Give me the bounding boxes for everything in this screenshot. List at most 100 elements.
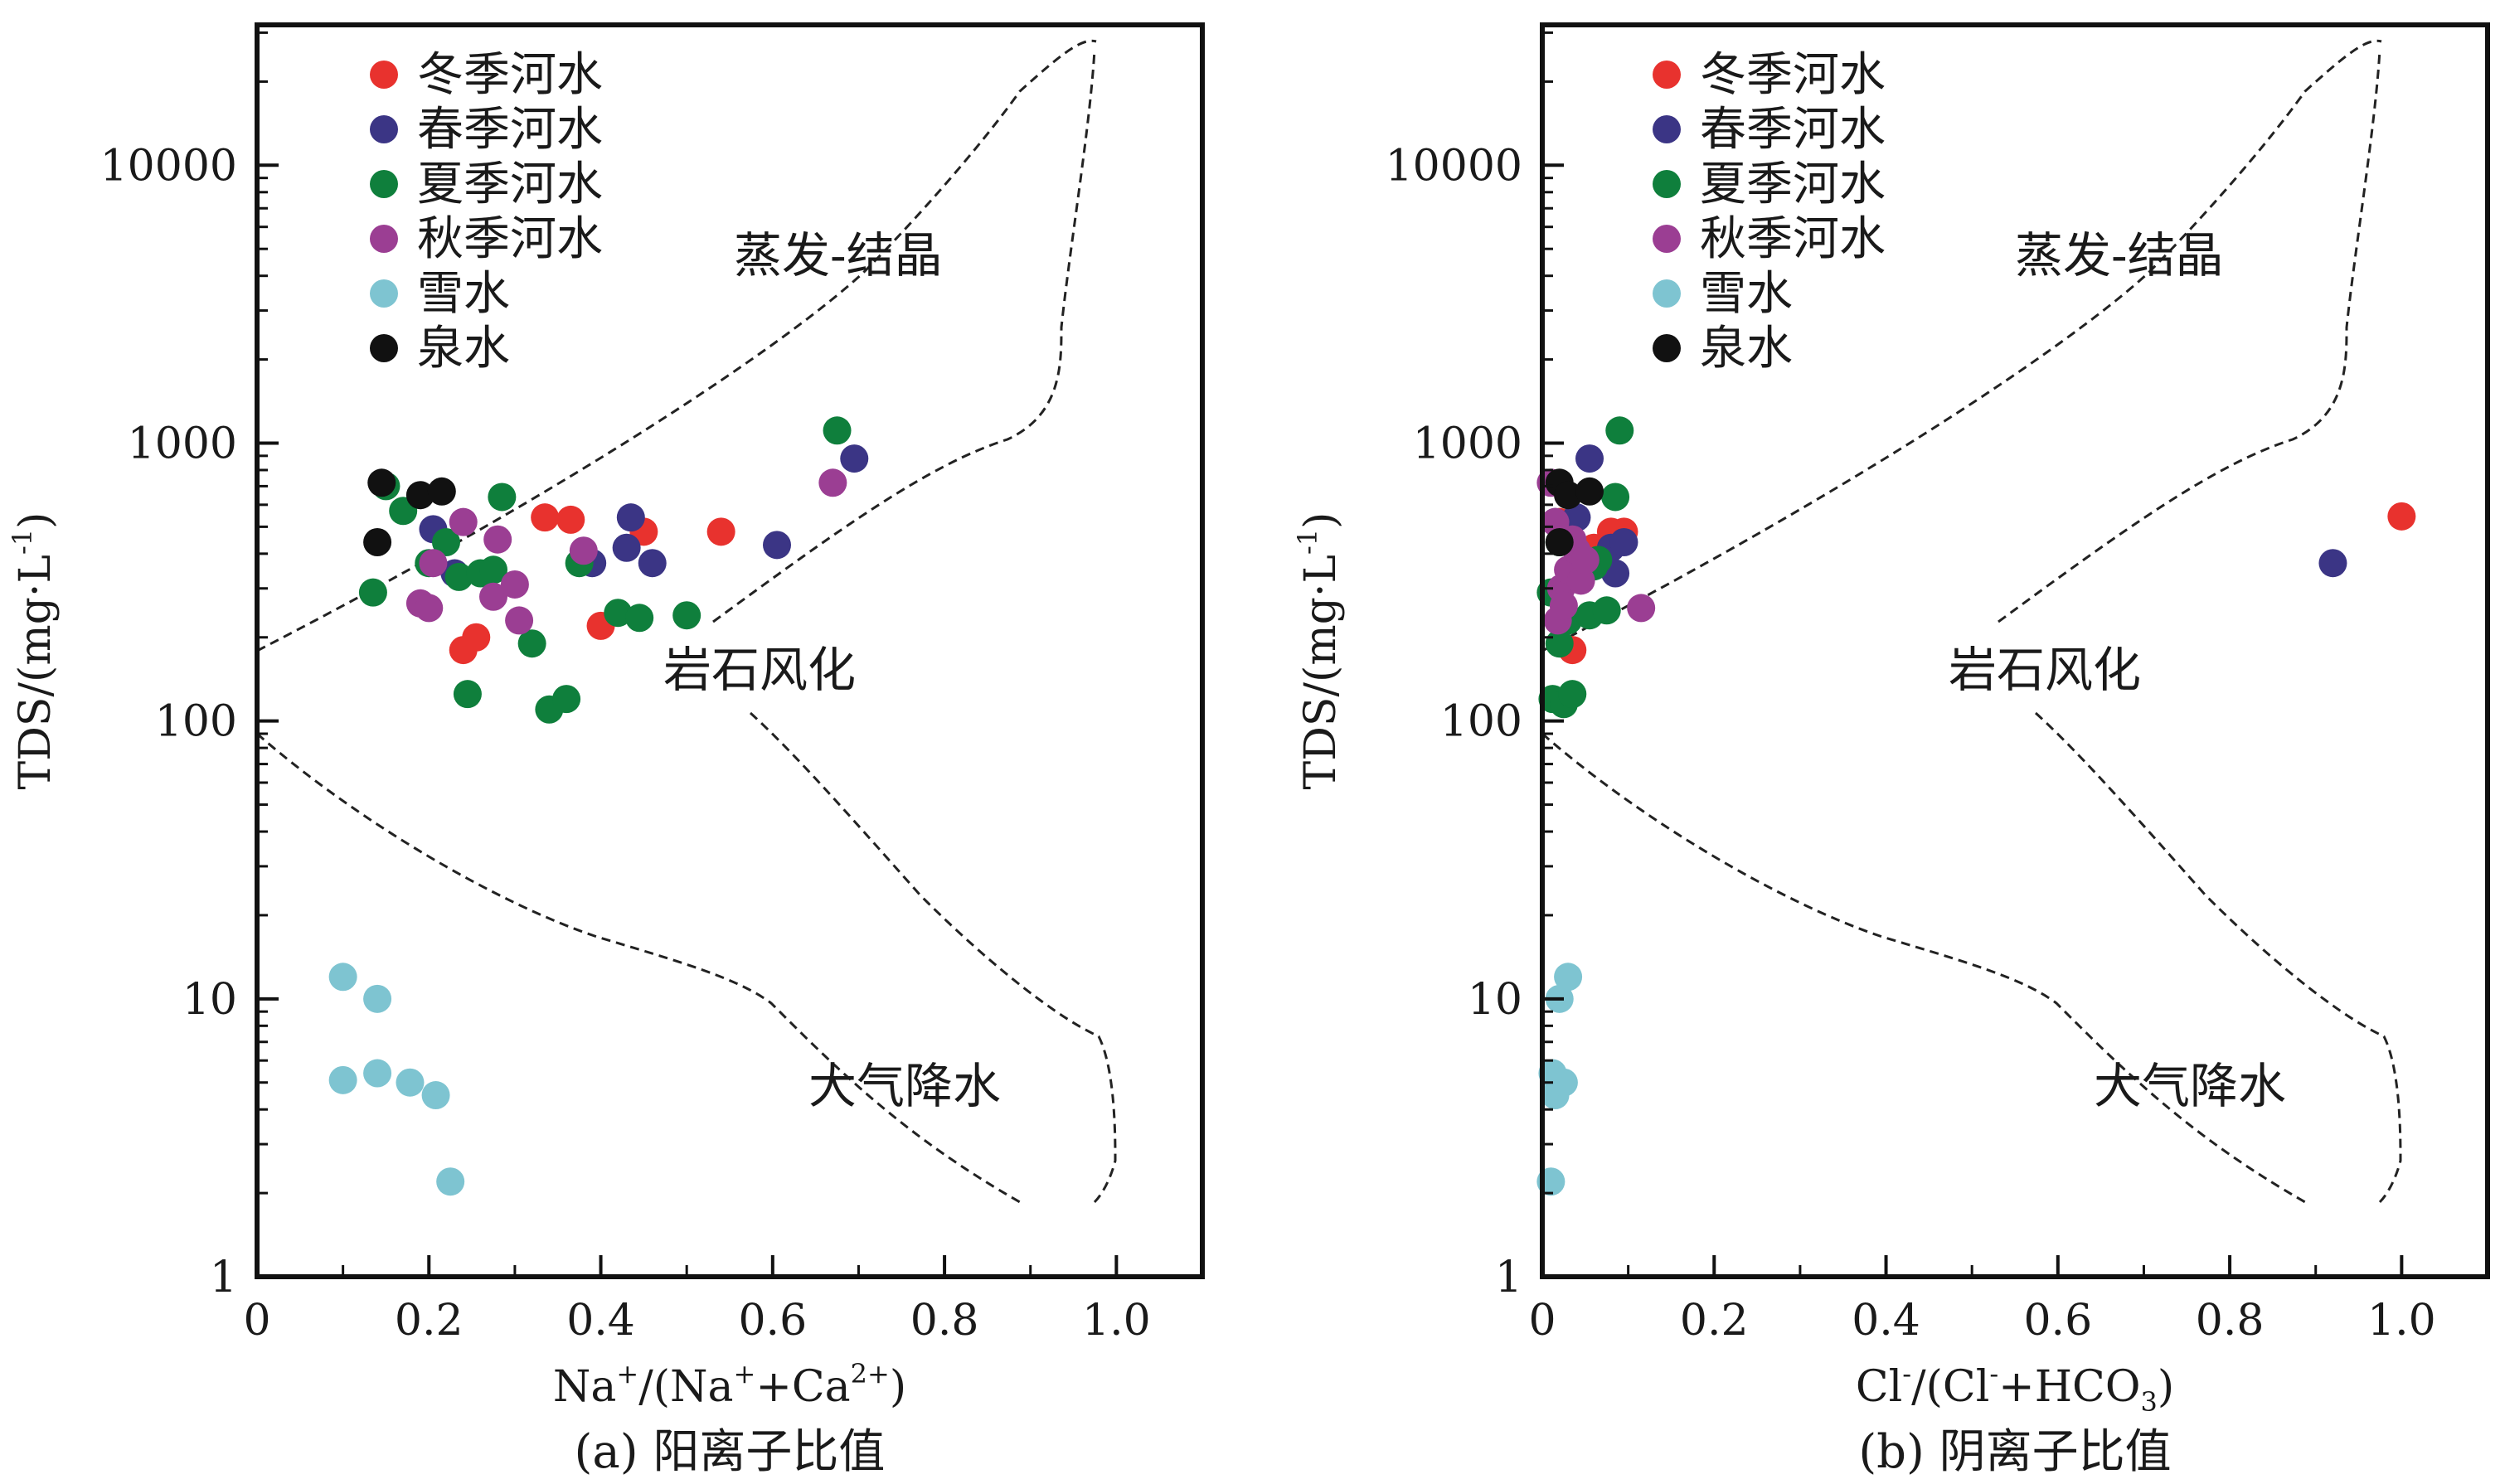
legend-b-label-spring: 春季河水: [1700, 103, 1886, 157]
point-b-snow-5: [1554, 963, 1583, 992]
legend-a-label-snow: 雪水: [417, 267, 510, 321]
legend-b-label-snow: 雪水: [1700, 267, 1793, 321]
x-tick-label-a-2: 0.4: [566, 1296, 635, 1346]
y-tick-label-b-2: 100: [1440, 697, 1522, 747]
chart-a-legend: 冬季河水 春季河水 夏季河水 秋季河水 雪水 泉水: [370, 48, 603, 376]
x-tick-label-b-2: 0.4: [1852, 1296, 1920, 1346]
legend-a-label-spring-water: 泉水: [417, 322, 510, 376]
envelope-a-rain-upper: [256, 732, 1021, 1204]
y-tick-label-a-4: 10000: [100, 141, 237, 191]
legend-a-label-autumn: 秋季河水: [417, 212, 603, 266]
point-a-winter-6: [706, 517, 735, 546]
point-b-spring-1: [1562, 503, 1591, 532]
point-a-summer-0: [358, 578, 387, 607]
region-b-weathering: 岩石风化: [1949, 642, 2141, 698]
point-a-snow-0: [328, 963, 357, 992]
point-a-autumn-5: [483, 525, 512, 554]
chart-a-caption: (a) 阳离子比值: [575, 1425, 886, 1479]
point-a-summer-6: [453, 680, 482, 709]
point-b-snow-4: [1549, 1068, 1578, 1097]
chart-b-points: [1536, 416, 2416, 1196]
envelope-b-upper: [1541, 39, 2382, 652]
point-b-summer-11: [1605, 416, 1634, 445]
y-tick-label-b-4: 10000: [1386, 141, 1522, 191]
legend-b-label-summer: 夏季河水: [1700, 158, 1886, 211]
point-a-autumn-4: [479, 582, 507, 611]
point-a-autumn-9: [818, 468, 847, 497]
point-a-spring-3: [612, 533, 641, 562]
point-a-autumn-2: [419, 549, 448, 578]
region-a-precipitation: 大气降水: [808, 1058, 1001, 1114]
point-b-summer-10: [1601, 483, 1630, 512]
point-a-summer-10: [517, 629, 546, 658]
point-a-spring-6: [763, 531, 791, 560]
point-a-winter-3: [556, 505, 585, 534]
point-b-summer-13: [1592, 596, 1621, 625]
point-a-spring-water-2: [405, 481, 434, 510]
envelope-a-lower: [712, 49, 1096, 623]
x-tick-label-a-5: 1.0: [1082, 1296, 1151, 1346]
point-b-spring-water-0: [1545, 527, 1574, 556]
point-b-spring-5: [1609, 527, 1638, 556]
point-a-autumn-1: [415, 594, 444, 623]
envelope-b-lower: [1998, 49, 2381, 623]
envelope-a-rain-lower: [749, 711, 1117, 1204]
chart-a-ylabel: TDS/(mg·L-1): [7, 512, 61, 790]
point-a-spring-7: [840, 444, 869, 473]
panel-b: 0 0.2 0.4 0.6 0.8 1.0 1 10 100 1000 10000 冬季河水 春季河…: [1292, 22, 2490, 1479]
legend-a-label-winter: 冬季河水: [417, 48, 603, 102]
point-a-spring-water-1: [367, 468, 396, 497]
legend-b-label-autumn: 秋季河水: [1700, 212, 1886, 266]
legend-a-swatch-winter: [370, 61, 398, 89]
point-a-snow-5: [421, 1081, 450, 1110]
point-a-snow-6: [436, 1167, 465, 1196]
point-a-spring-water-3: [427, 477, 456, 506]
chart-a-xlabel: Na+/(Na++Ca2+): [553, 1358, 906, 1412]
x-tick-label-b-5: 1.0: [2367, 1296, 2436, 1346]
envelope-b-rain-upper: [1541, 732, 2306, 1204]
point-a-winter-1: [462, 623, 491, 652]
x-tick-label-a-1: 0.2: [395, 1296, 464, 1346]
point-a-summer-14: [604, 599, 633, 628]
point-b-spring-water-2: [1554, 481, 1583, 510]
x-tick-label-b-0: 0: [1528, 1296, 1556, 1346]
point-b-spring-water-3: [1575, 477, 1604, 506]
legend-b-swatch-winter: [1653, 61, 1681, 89]
legend-a-swatch-spring: [370, 115, 398, 143]
legend-b-swatch-autumn: [1653, 225, 1681, 253]
point-a-summer-16: [672, 601, 701, 630]
legend-b-swatch-spring: [1653, 115, 1681, 143]
point-b-autumn-8: [1570, 546, 1600, 575]
point-b-spring-6: [2318, 549, 2347, 578]
point-a-summer-9: [488, 483, 517, 512]
point-a-spring-water-0: [363, 527, 392, 556]
point-a-snow-1: [363, 984, 392, 1013]
x-tick-label-a-0: 0: [243, 1296, 270, 1346]
point-a-summer-15: [625, 604, 654, 633]
panel-a: 0 0.2 0.4 0.6 0.8 1.0 1 10 100 1000 10000 冬季河水 春季河…: [7, 22, 1205, 1479]
point-a-summer-8: [479, 555, 507, 584]
point-a-summer-5: [444, 562, 473, 591]
point-b-winter-5: [2387, 502, 2416, 531]
chart-b-ylabel: TDS/(mg·L-1): [1292, 512, 1346, 790]
legend-b-swatch-snow: [1653, 279, 1681, 308]
chart-b-xlabel: Cl-/(Cl-+HCO3): [1856, 1358, 2174, 1418]
region-a-weathering: 岩石风化: [663, 642, 856, 698]
legend-b-label-spring-water: 泉水: [1700, 322, 1793, 376]
point-b-spring-2: [1575, 444, 1604, 473]
y-tick-label-a-2: 100: [155, 697, 237, 747]
chart-a-frame: [255, 22, 1205, 1279]
point-a-summer-12: [552, 685, 581, 714]
region-b-evaporation: 蒸发-结晶: [2015, 227, 2224, 284]
point-a-snow-3: [363, 1059, 392, 1088]
point-a-winter-2: [531, 503, 560, 532]
legend-b-swatch-summer: [1653, 170, 1681, 198]
y-tick-label-a-0: 1: [210, 1253, 237, 1302]
chart-a-axes: 0 0.2 0.4 0.6 0.8 1.0 1 10 100 1000 10000: [100, 31, 1151, 1346]
point-a-summer-17: [823, 416, 852, 445]
point-a-summer-4: [432, 527, 460, 556]
point-a-snow-4: [396, 1068, 425, 1097]
point-a-spring-5: [638, 549, 667, 578]
region-a-evaporation: 蒸发-结晶: [734, 227, 943, 284]
legend-a-swatch-autumn: [370, 225, 398, 253]
